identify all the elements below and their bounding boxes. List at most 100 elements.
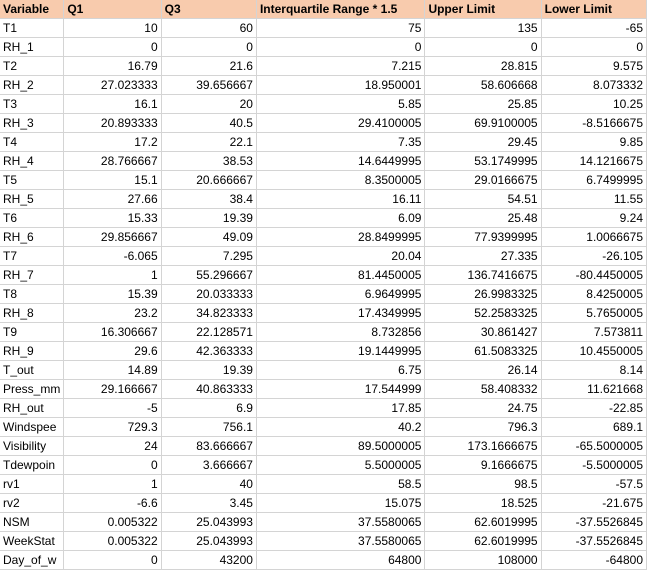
cell-lower-limit[interactable]: -22.85	[541, 398, 647, 418]
cell-q3[interactable]: 25.043993	[161, 531, 257, 551]
cell-upper-limit[interactable]: 54.51	[424, 189, 542, 209]
header-q1[interactable]: Q1	[63, 0, 162, 19]
cell-q3[interactable]: 60	[161, 18, 257, 38]
cell-iqr[interactable]: 19.1449995	[256, 341, 426, 361]
cell-q3[interactable]: 20	[161, 94, 257, 114]
cell-q3[interactable]: 20.033333	[161, 284, 257, 304]
cell-variable[interactable]: T_out	[0, 360, 65, 380]
cell-q3[interactable]: 19.39	[161, 208, 257, 228]
cell-q3[interactable]: 43200	[161, 550, 257, 570]
cell-lower-limit[interactable]: -80.4450005	[541, 265, 647, 285]
cell-lower-limit[interactable]: -57.5	[541, 474, 647, 494]
cell-q1[interactable]: 15.39	[63, 284, 162, 304]
cell-q3[interactable]: 42.363333	[161, 341, 257, 361]
header-iqr[interactable]: Interquartile Range * 1.5	[256, 0, 426, 19]
cell-variable[interactable]: rv2	[0, 493, 65, 513]
cell-q3[interactable]: 6.9	[161, 398, 257, 418]
cell-q1[interactable]: 16.79	[63, 56, 162, 76]
cell-variable[interactable]: NSM	[0, 512, 65, 532]
cell-q3[interactable]: 83.666667	[161, 436, 257, 456]
cell-upper-limit[interactable]: 135	[424, 18, 542, 38]
cell-q3[interactable]: 38.4	[161, 189, 257, 209]
header-variable[interactable]: Variable	[0, 0, 65, 19]
header-q3[interactable]: Q3	[161, 0, 257, 19]
cell-variable[interactable]: RH_8	[0, 303, 65, 323]
cell-variable[interactable]: T8	[0, 284, 65, 304]
cell-iqr[interactable]: 6.75	[256, 360, 426, 380]
cell-q1[interactable]: 729.3	[63, 417, 162, 437]
cell-q3[interactable]: 3.666667	[161, 455, 257, 475]
cell-q3[interactable]: 756.1	[161, 417, 257, 437]
cell-q1[interactable]: 29.856667	[63, 227, 162, 247]
cell-q1[interactable]: 0.005322	[63, 531, 162, 551]
cell-upper-limit[interactable]: 136.7416675	[424, 265, 542, 285]
cell-variable[interactable]: T2	[0, 56, 65, 76]
cell-q3[interactable]: 40.863333	[161, 379, 257, 399]
cell-upper-limit[interactable]: 62.6019995	[424, 512, 542, 532]
cell-iqr[interactable]: 18.950001	[256, 75, 426, 95]
cell-upper-limit[interactable]: 58.408332	[424, 379, 542, 399]
cell-q1[interactable]: 29.6	[63, 341, 162, 361]
cell-upper-limit[interactable]: 52.2583325	[424, 303, 542, 323]
cell-iqr[interactable]: 28.8499995	[256, 227, 426, 247]
cell-q3[interactable]: 21.6	[161, 56, 257, 76]
cell-q1[interactable]: 15.33	[63, 208, 162, 228]
cell-lower-limit[interactable]: 10.4550005	[541, 341, 647, 361]
cell-variable[interactable]: T6	[0, 208, 65, 228]
cell-q3[interactable]: 3.45	[161, 493, 257, 513]
cell-lower-limit[interactable]: -65.5000005	[541, 436, 647, 456]
cell-upper-limit[interactable]: 796.3	[424, 417, 542, 437]
cell-iqr[interactable]: 16.11	[256, 189, 426, 209]
cell-q3[interactable]: 19.39	[161, 360, 257, 380]
cell-upper-limit[interactable]: 58.606668	[424, 75, 542, 95]
cell-lower-limit[interactable]: 5.7650005	[541, 303, 647, 323]
cell-lower-limit[interactable]: 8.14	[541, 360, 647, 380]
cell-iqr[interactable]: 7.35	[256, 132, 426, 152]
cell-variable[interactable]: RH_2	[0, 75, 65, 95]
cell-q1[interactable]: 29.166667	[63, 379, 162, 399]
cell-lower-limit[interactable]: -21.675	[541, 493, 647, 513]
cell-lower-limit[interactable]: -8.5166675	[541, 113, 647, 133]
cell-q3[interactable]: 25.043993	[161, 512, 257, 532]
header-lower-limit[interactable]: Lower Limit	[541, 0, 647, 19]
cell-q3[interactable]: 55.296667	[161, 265, 257, 285]
cell-variable[interactable]: RH_5	[0, 189, 65, 209]
cell-upper-limit[interactable]: 98.5	[424, 474, 542, 494]
cell-lower-limit[interactable]: -26.105	[541, 246, 647, 266]
cell-variable[interactable]: Tdewpoin	[0, 455, 65, 475]
cell-q1[interactable]: -6.6	[63, 493, 162, 513]
cell-upper-limit[interactable]: 0	[424, 37, 542, 57]
cell-lower-limit[interactable]: 7.573811	[541, 322, 647, 342]
cell-upper-limit[interactable]: 25.85	[424, 94, 542, 114]
cell-q1[interactable]: 15.1	[63, 170, 162, 190]
cell-iqr[interactable]: 17.85	[256, 398, 426, 418]
cell-q3[interactable]: 34.823333	[161, 303, 257, 323]
cell-lower-limit[interactable]: -5.5000005	[541, 455, 647, 475]
cell-iqr[interactable]: 7.215	[256, 56, 426, 76]
cell-q3[interactable]: 40	[161, 474, 257, 494]
cell-upper-limit[interactable]: 28.815	[424, 56, 542, 76]
cell-variable[interactable]: RH_3	[0, 113, 65, 133]
cell-upper-limit[interactable]: 69.9100005	[424, 113, 542, 133]
cell-iqr[interactable]: 8.3500005	[256, 170, 426, 190]
cell-lower-limit[interactable]: 14.1216675	[541, 151, 647, 171]
cell-q3[interactable]: 0	[161, 37, 257, 57]
cell-iqr[interactable]: 5.85	[256, 94, 426, 114]
cell-q1[interactable]: 0	[63, 455, 162, 475]
cell-iqr[interactable]: 0	[256, 37, 426, 57]
header-upper-limit[interactable]: Upper Limit	[424, 0, 542, 19]
cell-q1[interactable]: -5	[63, 398, 162, 418]
cell-variable[interactable]: T5	[0, 170, 65, 190]
cell-q1[interactable]: 0	[63, 37, 162, 57]
cell-q1[interactable]: 0	[63, 550, 162, 570]
cell-iqr[interactable]: 40.2	[256, 417, 426, 437]
cell-lower-limit[interactable]: 9.85	[541, 132, 647, 152]
cell-variable[interactable]: RH_1	[0, 37, 65, 57]
cell-lower-limit[interactable]: 8.4250005	[541, 284, 647, 304]
cell-upper-limit[interactable]: 26.9983325	[424, 284, 542, 304]
cell-iqr[interactable]: 6.9649995	[256, 284, 426, 304]
cell-q1[interactable]: 1	[63, 265, 162, 285]
cell-upper-limit[interactable]: 18.525	[424, 493, 542, 513]
cell-upper-limit[interactable]: 30.861427	[424, 322, 542, 342]
cell-iqr[interactable]: 20.04	[256, 246, 426, 266]
